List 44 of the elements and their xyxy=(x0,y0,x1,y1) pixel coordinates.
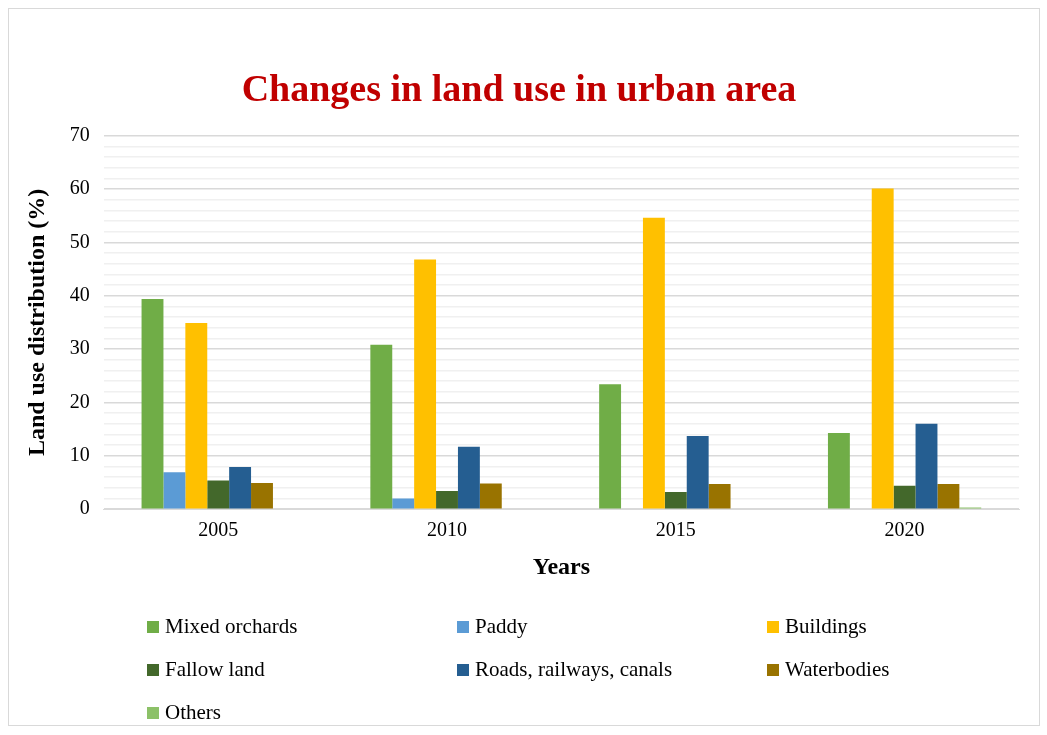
legend-label: Waterbodies xyxy=(785,657,890,682)
bar xyxy=(642,217,665,509)
x-tick-label: 2015 xyxy=(655,518,696,541)
legend-label: Others xyxy=(165,700,221,725)
bar xyxy=(457,446,480,509)
bar xyxy=(479,483,502,509)
x-tick-label: 2010 xyxy=(427,518,467,541)
bar xyxy=(370,344,393,509)
bar xyxy=(414,259,437,509)
y-tick-label: 0 xyxy=(79,496,90,519)
bar xyxy=(893,485,916,509)
legend-label: Fallow land xyxy=(165,657,265,682)
y-tick-label: 40 xyxy=(69,282,90,305)
bar xyxy=(185,322,208,509)
y-tick-label: 10 xyxy=(69,443,90,466)
bar xyxy=(871,188,894,509)
bar xyxy=(229,467,252,509)
y-tick-label: 70 xyxy=(69,122,90,145)
bar xyxy=(436,491,458,509)
bar xyxy=(708,484,731,509)
x-axis-title: Years xyxy=(532,552,591,579)
y-tick-label: 30 xyxy=(69,336,90,359)
bar xyxy=(827,432,850,509)
legend-label: Roads, railways, canals xyxy=(475,657,673,682)
bar xyxy=(915,423,938,509)
bar xyxy=(251,483,273,509)
y-axis-title: Land use distribution (%) xyxy=(22,188,49,457)
bar xyxy=(141,298,164,509)
y-tick-label: 20 xyxy=(69,389,90,412)
y-tick-label: 60 xyxy=(69,176,90,199)
bar xyxy=(937,484,960,509)
bar xyxy=(163,472,186,509)
bar xyxy=(664,492,687,509)
legend-label: Buildings xyxy=(785,614,867,639)
x-tick-label: 2005 xyxy=(198,518,239,541)
bar xyxy=(207,480,230,509)
bar xyxy=(392,498,415,509)
y-tick-label: 50 xyxy=(69,229,90,252)
x-tick-label: 2020 xyxy=(884,518,925,541)
bar xyxy=(686,436,709,509)
legend-label: Mixed orchards xyxy=(165,614,298,639)
legend-label: Paddy xyxy=(475,614,528,639)
bar xyxy=(599,384,622,509)
chart-title: Changes in land use in urban area xyxy=(241,66,797,109)
